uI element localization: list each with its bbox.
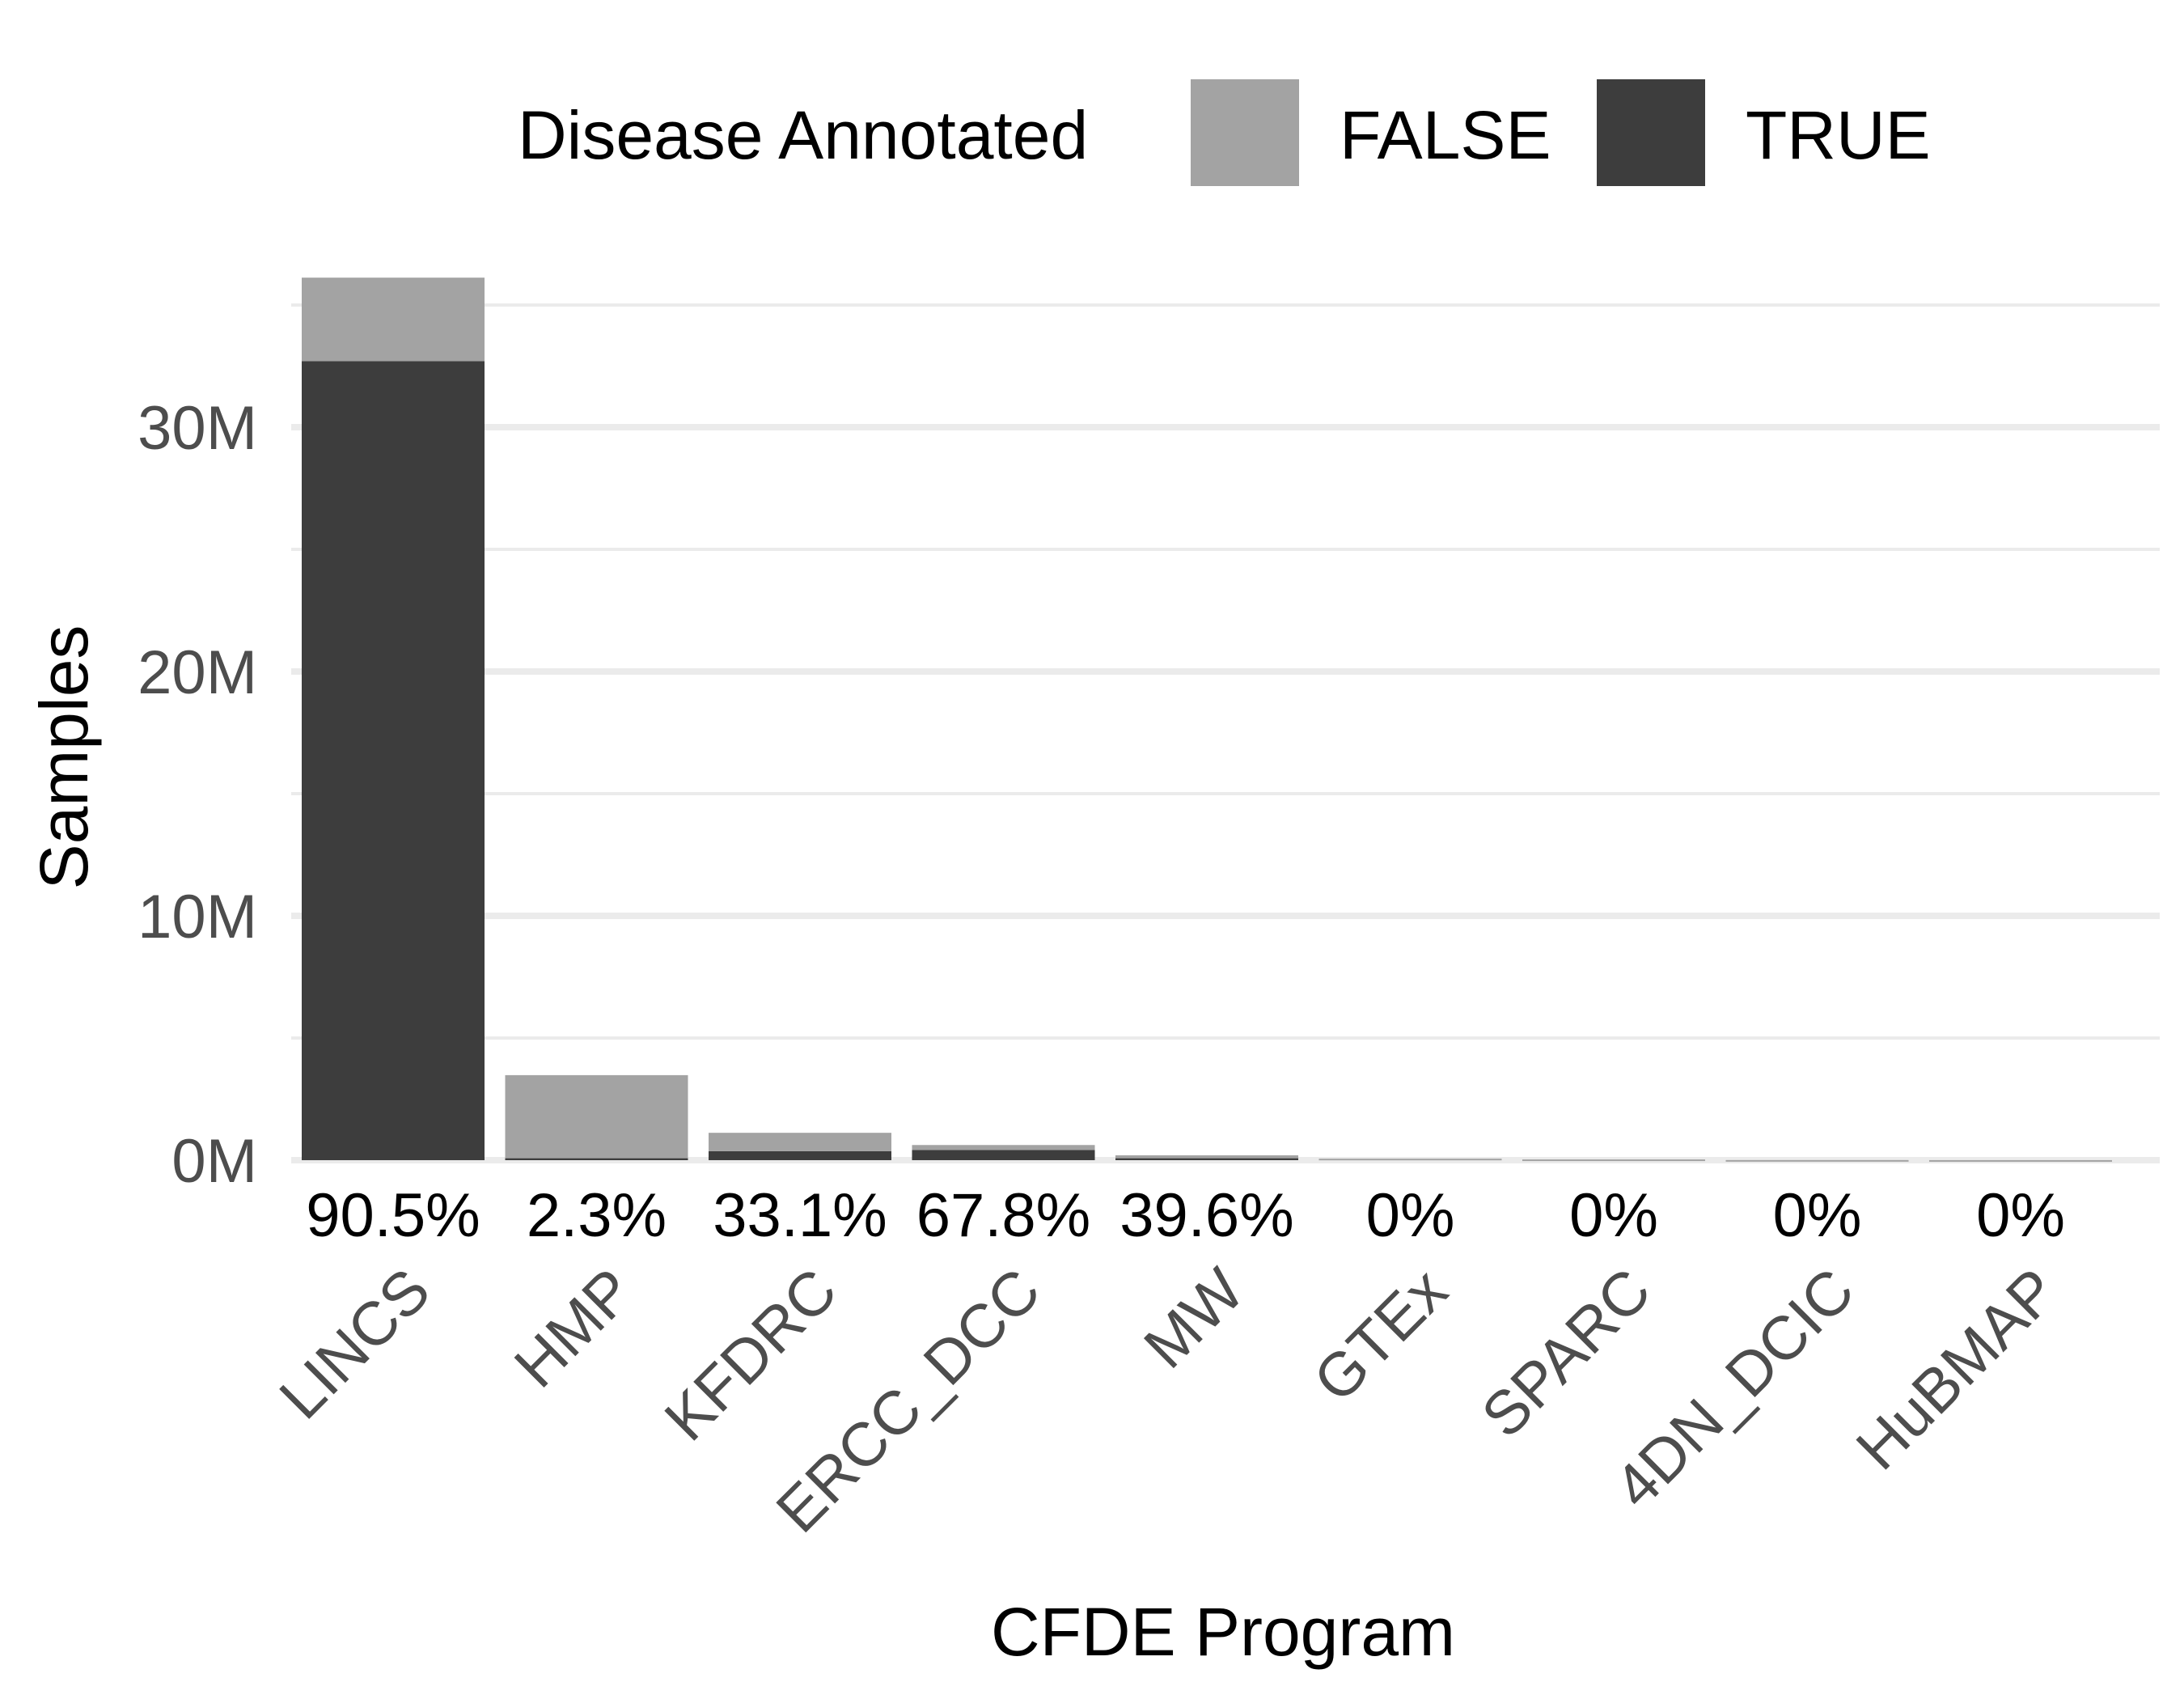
bar-false-mw: [1115, 1155, 1298, 1159]
percent-label: 0%: [1976, 1181, 2065, 1250]
bar-true-lincs: [302, 361, 485, 1161]
x-tick-label-mw: MW: [1131, 1256, 1257, 1382]
bar-false-kfdrc: [709, 1133, 891, 1151]
percent-label: 0%: [1569, 1181, 1658, 1250]
percent-label: 90.5%: [306, 1181, 480, 1250]
x-tick-label-hubmap: HuBMAP: [1843, 1256, 2071, 1483]
legend-label-false: FALSE: [1340, 97, 1551, 173]
bar-false-4dn_dcic: [1725, 1159, 1909, 1162]
percent-label: 67.8%: [916, 1181, 1091, 1250]
x-tick-label-hmp: HMP: [502, 1256, 647, 1401]
percent-label: 33.1%: [713, 1181, 887, 1250]
y-tick-label: 20M: [138, 638, 257, 707]
gridlines: [291, 303, 2160, 1163]
y-axis-title: Samples: [26, 625, 102, 890]
legend-key-true: [1597, 79, 1705, 186]
y-tick-label: 30M: [138, 394, 257, 463]
percent-label: 39.6%: [1120, 1181, 1294, 1250]
bar-false-sparc: [1522, 1159, 1705, 1162]
bar-false-hmp: [505, 1074, 688, 1159]
bar-false-lincs: [302, 278, 485, 362]
y-tick-label: 0M: [171, 1127, 257, 1196]
x-tick-label-lincs: LINCS: [267, 1256, 443, 1432]
bar-true-hmp: [505, 1158, 688, 1160]
legend-label-true: TRUE: [1746, 97, 1931, 173]
legend-key-false: [1191, 79, 1299, 186]
bar-false-ercc_dcc: [912, 1145, 1095, 1150]
x-tick-label-kfdrc: KFDRC: [652, 1256, 850, 1454]
percent-labels: 90.5% 2.3% 33.1% 67.8% 39.6% 0% 0% 0% 0%: [306, 1181, 2065, 1250]
percent-label: 2.3%: [527, 1181, 667, 1250]
bar-false-gtex: [1318, 1159, 1502, 1161]
x-tick-label-gtex: GTEx: [1301, 1256, 1460, 1415]
bar-true-ercc_dcc: [912, 1150, 1095, 1160]
bars: [302, 278, 2112, 1162]
percent-label: 0%: [1773, 1181, 1862, 1250]
bar-true-mw: [1115, 1158, 1298, 1160]
x-axis-title: CFDE Program: [991, 1594, 1455, 1670]
bar-true-kfdrc: [709, 1150, 891, 1160]
bar-false-hubmap: [1929, 1159, 2112, 1162]
y-tick-labels: 0M 10M 20M 30M: [138, 394, 257, 1196]
y-tick-label: 10M: [138, 883, 257, 951]
legend-title: Disease Annotated: [518, 97, 1088, 173]
percent-label: 0%: [1366, 1181, 1455, 1250]
x-tick-label-sparc: SPARC: [1469, 1256, 1664, 1451]
legend: Disease Annotated FALSE TRUE: [518, 79, 1931, 186]
